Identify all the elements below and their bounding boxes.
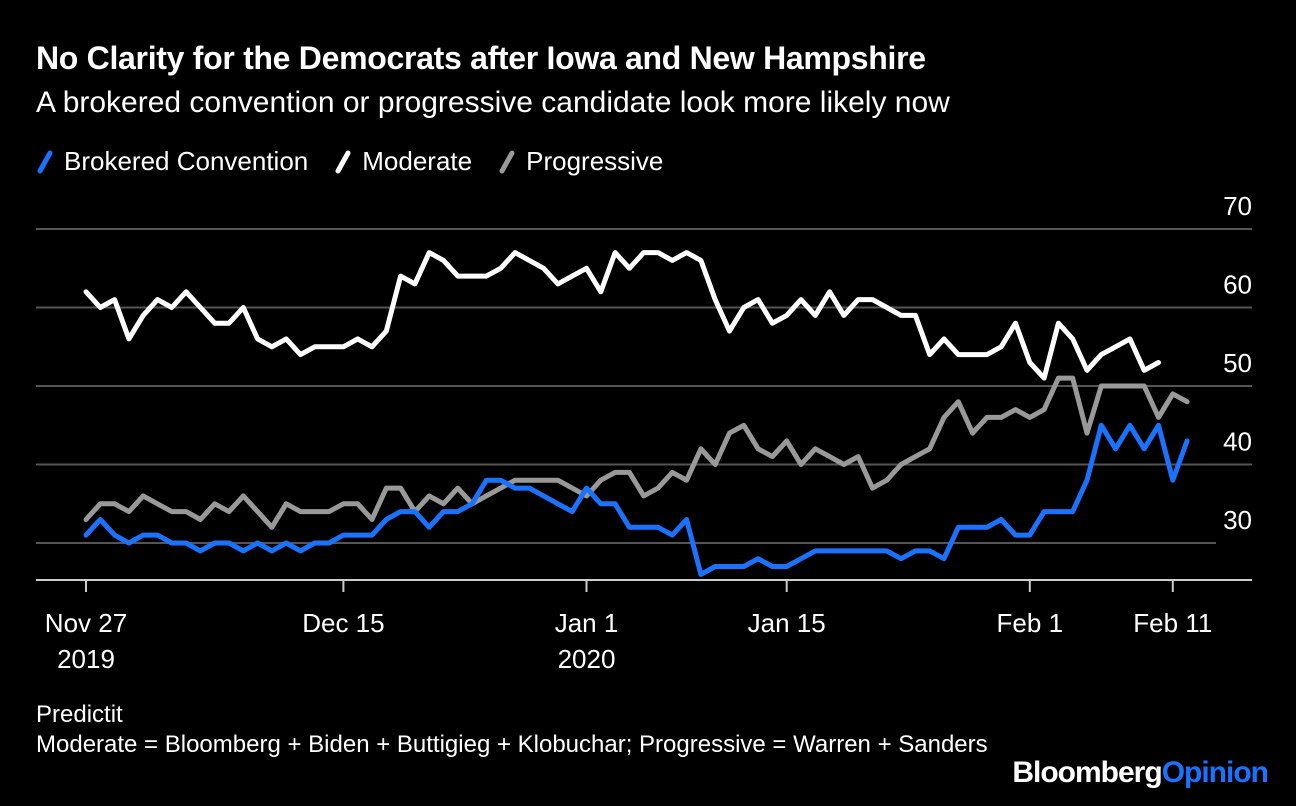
- ytick-label-50: 50: [1223, 348, 1252, 378]
- ytick-label-30: 30: [1223, 505, 1252, 535]
- xtick-label-5: Feb 11: [1133, 608, 1212, 638]
- legend-label-moderate: Moderate: [362, 146, 473, 176]
- ytick-label-40: 40: [1223, 427, 1252, 457]
- xtick-label-2: Jan 1: [555, 608, 619, 638]
- legend-item-brokered: Brokered Convention: [36, 146, 308, 177]
- bloomberg-opinion-logo: BloombergOpinion: [1012, 756, 1269, 790]
- legend-label-brokered: Brokered Convention: [64, 146, 309, 176]
- series-line-brokered-convention: [83, 422, 1190, 577]
- series-line-progressive: [83, 375, 1190, 530]
- logo-opinion: Opinion: [1161, 756, 1269, 789]
- xtick-label-1: Dec 15: [302, 608, 384, 638]
- logo-bloomberg: Bloomberg: [1012, 756, 1162, 789]
- legend-swatch-progressive-icon: [499, 150, 515, 173]
- xtick-label-0: Nov 27: [45, 608, 127, 638]
- ytick-label-70: 70: [1223, 191, 1252, 221]
- source-definition: Moderate = Bloomberg + Biden + Buttigieg…: [36, 731, 988, 758]
- legend-label-progressive: Progressive: [526, 146, 664, 176]
- line-chart: 30 40 50 60 70 Nov 27 2019 Dec 15 Jan 1 2020 Jan …: [36, 191, 1252, 674]
- ytick-label-60: 60: [1223, 270, 1252, 300]
- xtick-year-0: 2019: [57, 644, 115, 674]
- xtick-year-2: 2020: [558, 644, 616, 674]
- chart-subtitle: A brokered convention or progressive can…: [36, 86, 950, 119]
- legend-swatch-moderate-icon: [335, 150, 351, 173]
- legend: Brokered Convention Moderate Progressive: [36, 146, 689, 177]
- xtick-label-3: Jan 15: [748, 608, 826, 638]
- legend-swatch-brokered-icon: [37, 150, 53, 173]
- legend-item-progressive: Progressive: [498, 146, 663, 177]
- source-name: Predictit: [36, 701, 123, 728]
- xtick-label-4: Feb 1: [997, 608, 1064, 638]
- source-note: Predictit Moderate = Bloomberg + Biden +…: [36, 700, 1036, 760]
- legend-item-moderate: Moderate: [334, 146, 472, 177]
- series-line-moderate: [83, 250, 1161, 381]
- chart-title: No Clarity for the Democrats after Iowa …: [36, 40, 926, 76]
